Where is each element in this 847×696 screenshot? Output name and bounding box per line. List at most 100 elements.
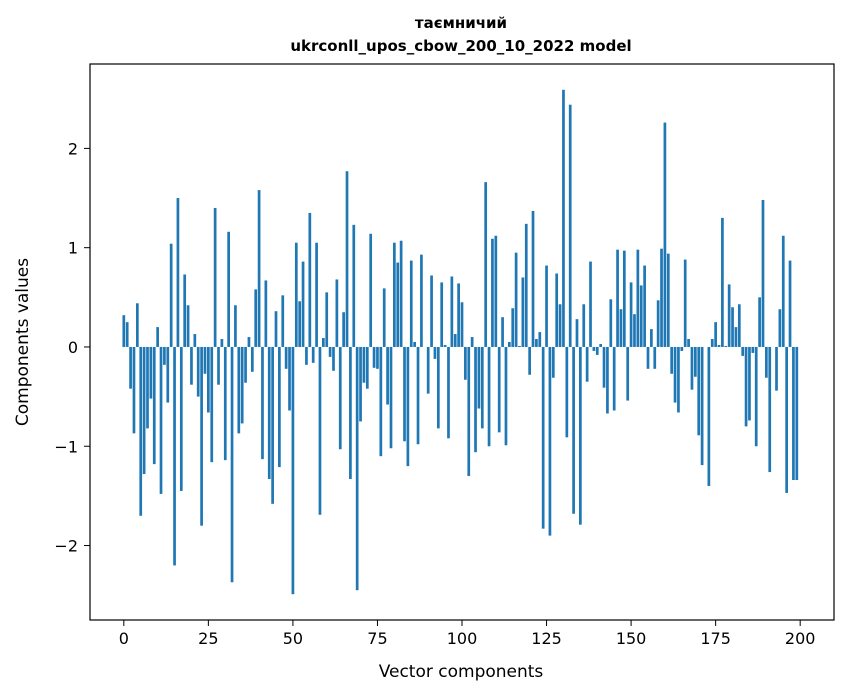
bar-39: [254, 289, 258, 347]
bar-169: [693, 346, 697, 377]
bar-24: [203, 346, 207, 374]
bar-97: [450, 276, 454, 347]
bar-63: [335, 279, 339, 347]
bar-36: [244, 346, 247, 383]
bar-104: [474, 346, 477, 453]
bar-84: [406, 346, 410, 467]
bar-1: [125, 322, 129, 347]
bar-176: [717, 344, 721, 347]
bar-167: [687, 339, 690, 347]
bar-187: [754, 346, 758, 447]
bar-30: [223, 346, 227, 461]
bar-154: [643, 265, 646, 347]
bar-9: [152, 346, 156, 465]
bar-15: [173, 346, 176, 566]
bar-44: [271, 346, 274, 504]
bar-120: [528, 346, 531, 375]
bar-109: [491, 238, 494, 347]
bar-80: [393, 242, 396, 347]
bar-56: [311, 346, 315, 363]
bar-65: [342, 312, 345, 347]
bar-18: [183, 274, 187, 347]
bar-168: [690, 346, 694, 390]
bar-37: [247, 337, 251, 347]
bar-173: [707, 346, 711, 486]
bar-92: [433, 346, 437, 359]
bar-72: [365, 346, 369, 389]
bar-197: [788, 260, 792, 347]
bar-47: [281, 295, 285, 347]
x-axis-label: Vector components: [379, 662, 544, 682]
bar-110: [494, 235, 498, 347]
bar-102: [467, 346, 471, 477]
bar-137: [585, 346, 589, 382]
bar-115: [511, 308, 515, 347]
chart-title: таємничий: [415, 14, 507, 32]
bar-61: [328, 346, 332, 357]
bar-171: [700, 346, 704, 466]
bar-183: [741, 346, 745, 356]
bar-117: [518, 345, 521, 347]
bar-136: [582, 304, 586, 347]
bar-54: [305, 346, 308, 365]
bar-79: [389, 346, 393, 449]
bar-127: [551, 346, 555, 378]
bar-66: [345, 171, 349, 347]
bar-17: [179, 346, 183, 491]
bar-5: [139, 346, 143, 516]
bar-38: [250, 346, 254, 372]
bar-55: [308, 212, 312, 347]
bar-98: [453, 334, 457, 347]
bar-151: [633, 314, 636, 347]
bar-88: [420, 254, 423, 347]
bar-139: [592, 346, 596, 351]
bar-193: [775, 346, 778, 391]
x-tick-label: 200: [785, 629, 816, 648]
bar-99: [457, 283, 460, 347]
bar-190: [765, 346, 768, 378]
bar-42: [264, 280, 268, 347]
bar-96: [447, 346, 450, 439]
bar-179: [727, 284, 731, 347]
bar-144: [609, 299, 613, 347]
bar-51: [294, 242, 298, 347]
y-axis-label: Components values: [13, 258, 33, 426]
bar-157: [653, 346, 657, 369]
bar-132: [568, 104, 572, 347]
bar-94: [440, 282, 444, 347]
bar-135: [579, 346, 582, 525]
bar-4: [135, 303, 139, 347]
bar-178: [724, 345, 728, 347]
bar-155: [646, 346, 650, 369]
bar-105: [477, 346, 481, 409]
bar-85: [409, 260, 413, 347]
bar-149: [626, 346, 630, 401]
bar-10: [156, 327, 159, 347]
bar-75: [376, 346, 379, 369]
bar-128: [555, 273, 559, 347]
bar-0: [122, 315, 126, 347]
plot-frame: [89, 63, 835, 621]
bar-189: [761, 200, 765, 347]
y-tick-label: −1: [54, 437, 78, 456]
bar-113: [504, 346, 508, 446]
bar-23: [200, 346, 203, 526]
bar-87: [416, 346, 420, 445]
bar-28: [217, 346, 220, 385]
bar-8: [149, 346, 153, 399]
bar-22: [196, 346, 200, 397]
bar-124: [541, 346, 545, 529]
bar-152: [636, 249, 640, 347]
bar-77: [382, 288, 386, 347]
bar-90: [426, 346, 430, 394]
bar-160: [663, 122, 667, 347]
bar-165: [680, 346, 684, 351]
bar-2: [129, 346, 132, 389]
bar-177: [721, 217, 724, 347]
y-tick-label: 0: [68, 338, 78, 357]
bar-21: [193, 334, 197, 347]
bar-158: [656, 300, 660, 347]
bar-100: [460, 302, 464, 347]
bar-86: [413, 342, 417, 347]
